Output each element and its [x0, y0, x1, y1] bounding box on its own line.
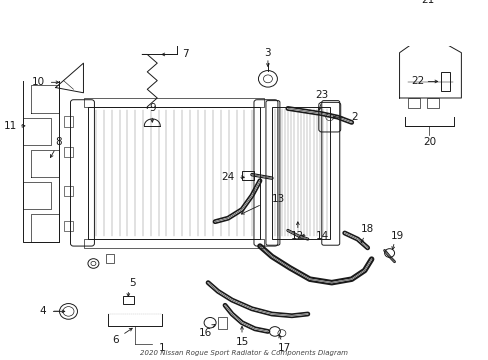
Text: 22: 22 — [410, 76, 423, 86]
Text: 12: 12 — [291, 231, 304, 240]
Text: 6: 6 — [112, 335, 119, 345]
Text: 19: 19 — [390, 231, 404, 240]
Text: 23: 23 — [314, 90, 328, 99]
Bar — [271, 107, 329, 239]
Text: 4: 4 — [39, 306, 46, 316]
Text: 2020 Nissan Rogue Sport Radiator & Components Diagram: 2020 Nissan Rogue Sport Radiator & Compo… — [140, 350, 347, 356]
Text: 18: 18 — [360, 224, 373, 234]
Text: 17: 17 — [278, 343, 291, 353]
Bar — [441, 72, 449, 91]
Bar — [106, 254, 114, 263]
Text: 1: 1 — [159, 343, 165, 353]
Bar — [242, 171, 253, 180]
Bar — [218, 317, 226, 329]
Bar — [63, 221, 73, 231]
Bar — [407, 98, 419, 108]
Text: 3: 3 — [264, 48, 271, 58]
Text: 10: 10 — [32, 77, 45, 87]
Text: 21: 21 — [420, 0, 433, 5]
Bar — [63, 147, 73, 157]
Text: 9: 9 — [149, 103, 155, 113]
Text: 15: 15 — [235, 337, 248, 347]
Text: 13: 13 — [271, 194, 285, 204]
Text: 16: 16 — [198, 328, 211, 338]
Bar — [84, 98, 264, 107]
Bar — [84, 239, 264, 248]
Bar — [427, 98, 439, 108]
Text: 14: 14 — [315, 231, 328, 240]
Text: 7: 7 — [182, 49, 188, 59]
Text: 20: 20 — [422, 136, 435, 147]
Bar — [63, 186, 73, 197]
Text: 8: 8 — [55, 136, 61, 147]
Bar — [88, 107, 260, 239]
Text: 2: 2 — [351, 112, 358, 122]
Text: 11: 11 — [4, 121, 17, 131]
Text: 5: 5 — [129, 278, 135, 288]
Bar — [122, 296, 134, 304]
Text: 24: 24 — [221, 172, 234, 182]
Bar — [63, 116, 73, 127]
